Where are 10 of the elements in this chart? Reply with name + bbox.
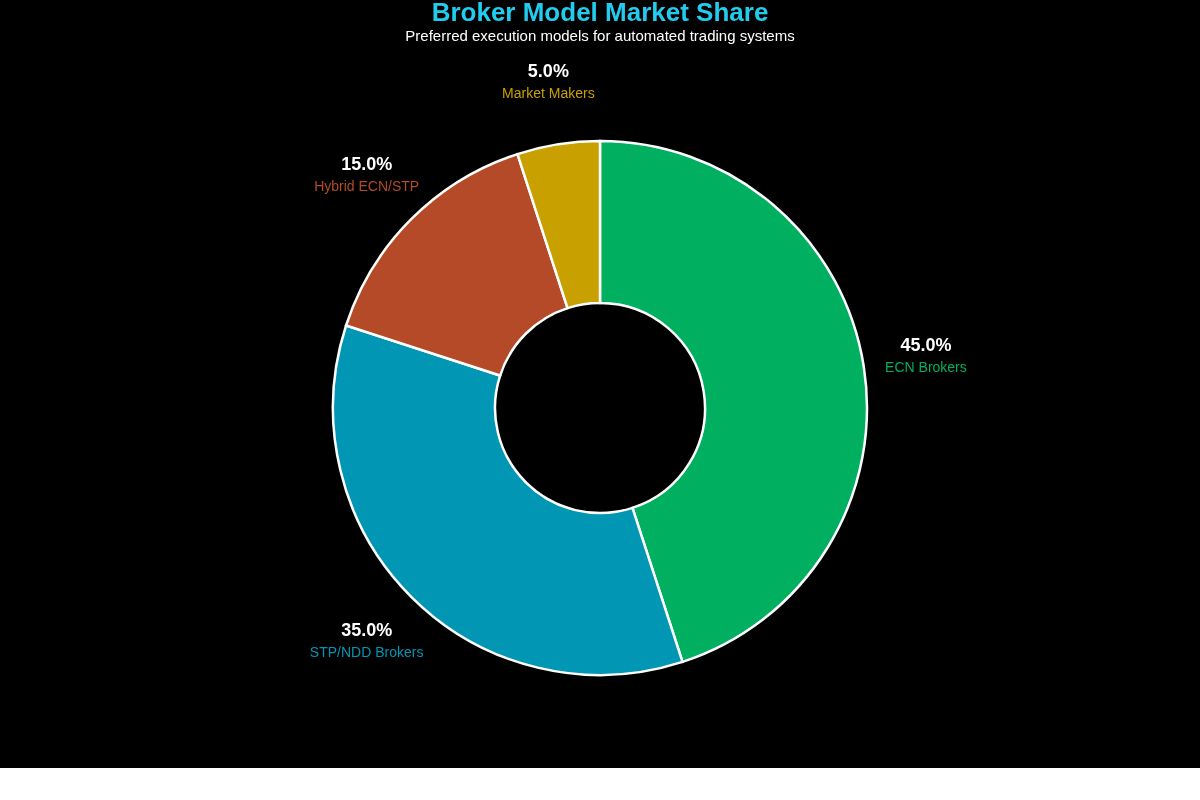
data-label: 35.0%: [341, 620, 393, 641]
slice-label: Market Makers: [502, 85, 595, 102]
data-label: 15.0%: [341, 153, 393, 174]
chart-subtitle: Preferred execution models for automated trading systems: [405, 27, 795, 44]
slice-label: ECN Brokers: [885, 359, 967, 376]
data-label: 45.0%: [900, 335, 952, 356]
slice-label: Hybrid ECN/STP: [314, 177, 420, 194]
data-label: 5.0%: [527, 61, 569, 82]
chart-title: Broker Model Market Share: [431, 0, 769, 27]
slice-label: STP/NDD Brokers: [309, 644, 424, 661]
